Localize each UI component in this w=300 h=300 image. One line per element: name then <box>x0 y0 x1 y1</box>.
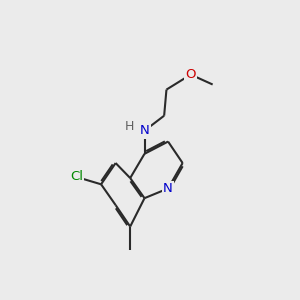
Text: N: N <box>163 182 173 195</box>
Text: N: N <box>140 124 149 137</box>
Text: H: H <box>125 120 134 133</box>
Text: O: O <box>185 68 196 81</box>
Text: Cl: Cl <box>70 170 83 183</box>
